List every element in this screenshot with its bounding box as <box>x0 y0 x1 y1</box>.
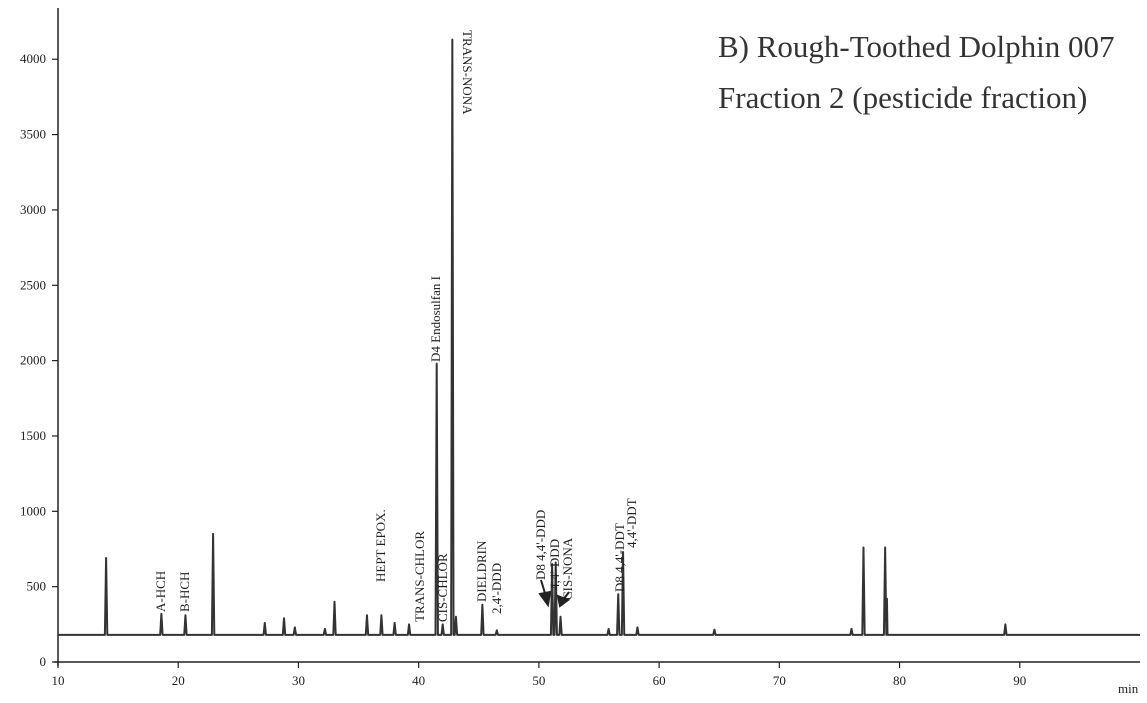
trace <box>58 38 1140 636</box>
peak-label: CIS-NONA <box>560 537 575 600</box>
arrows <box>538 579 571 608</box>
y-tick-label: 500 <box>27 579 47 594</box>
y-tick-label: 2000 <box>20 353 46 368</box>
peak-label: 4,4'-DDD <box>547 539 562 590</box>
peak-label: TRANS-CHLOR <box>412 531 427 622</box>
peak-label: CIS-CHLOR <box>435 553 450 622</box>
y-tick-label: 3500 <box>20 127 46 142</box>
x-tick-label: 20 <box>172 673 185 688</box>
x-tick-label: 40 <box>412 673 425 688</box>
peak-label: TRANS-NONA <box>460 30 475 115</box>
peak-label: D8 4,4'-DDD <box>533 510 548 580</box>
peak-label: D4 Endosulfan I <box>428 276 443 362</box>
peak-label: DIELDRIN <box>474 540 489 602</box>
y-tick-label: 4000 <box>20 51 46 66</box>
y-tick-label: 3000 <box>20 202 46 217</box>
x-tick-label: 70 <box>773 673 786 688</box>
peak-label: B-HCH <box>177 572 192 612</box>
chart-title: B) Rough-Toothed Dolphin 007 <box>718 29 1115 64</box>
y-tick-label: 1500 <box>20 428 46 443</box>
peak-label: HEPT EPOX. <box>373 509 388 582</box>
peak-label: 2,4'-DDD <box>489 563 504 614</box>
x-tick-label: 10 <box>52 673 65 688</box>
x-tick-label: 30 <box>292 673 305 688</box>
y-tick-label: 2500 <box>20 277 46 292</box>
x-tick-label: 50 <box>532 673 545 688</box>
x-tick-label: 80 <box>893 673 906 688</box>
peak-label: 4,4'-DDT <box>624 498 639 548</box>
y-tick-label: 0 <box>40 654 47 669</box>
peak-label: D8 4,4'-DDT <box>612 523 627 592</box>
x-tick-label: 90 <box>1013 673 1026 688</box>
peak-label: A-HCH <box>153 571 168 612</box>
y-tick-label: 1000 <box>20 503 46 518</box>
chart-subtitle: Fraction 2 (pesticide fraction) <box>718 80 1087 115</box>
x-axis-label: min <box>1118 681 1139 696</box>
x-tick-label: 60 <box>653 673 666 688</box>
